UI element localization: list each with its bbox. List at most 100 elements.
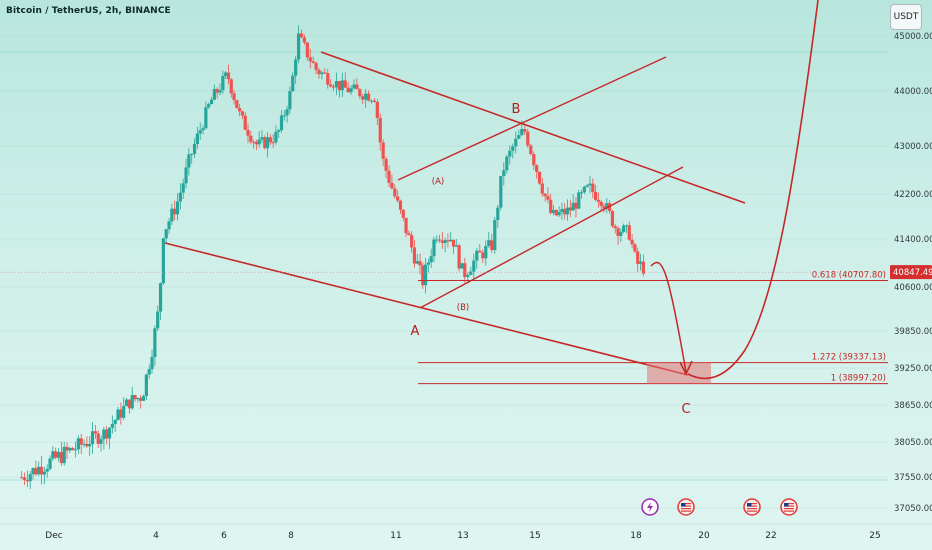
candle-body bbox=[610, 211, 615, 227]
candle-body bbox=[454, 245, 458, 247]
candle-body bbox=[594, 191, 598, 200]
flag-stripe bbox=[681, 508, 691, 510]
candle-body bbox=[346, 87, 350, 93]
drawings: 0.618 (40707.80) 1.272 (39337.13) 1 (38997… bbox=[164, 0, 888, 417]
candle-body bbox=[641, 261, 645, 274]
x-axis: Dec 4 6 8 11 13 15 18 20 22 25 bbox=[0, 523, 932, 541]
candle-body bbox=[529, 145, 533, 155]
candle-body bbox=[577, 192, 581, 209]
candle-body bbox=[334, 80, 339, 88]
candle-body bbox=[130, 395, 134, 409]
candle-body bbox=[418, 261, 422, 266]
candle-body bbox=[543, 193, 547, 197]
candle-body bbox=[540, 183, 544, 194]
candle-body bbox=[190, 153, 194, 155]
candle-body bbox=[505, 156, 509, 171]
x-tick-label: 4 bbox=[153, 531, 159, 541]
candle-body bbox=[421, 265, 425, 286]
projection-down-path bbox=[650, 261, 687, 373]
candle-body bbox=[451, 239, 456, 247]
x-tick-label: 18 bbox=[630, 531, 642, 541]
candle-body bbox=[110, 423, 114, 428]
candle-body bbox=[563, 208, 567, 215]
candle-body bbox=[574, 202, 578, 209]
candle-body bbox=[181, 183, 185, 193]
x-tick-label: 6 bbox=[221, 531, 227, 541]
wave-label: (B) bbox=[457, 303, 469, 313]
candle-body bbox=[59, 452, 63, 464]
candle-body bbox=[599, 201, 603, 206]
wave-label: (A) bbox=[432, 177, 444, 187]
candle-body bbox=[215, 89, 219, 93]
candle-body bbox=[232, 93, 236, 101]
candle-body bbox=[133, 395, 137, 400]
candle-body bbox=[381, 142, 385, 159]
candle-body bbox=[384, 158, 388, 171]
candle-body bbox=[113, 420, 117, 424]
candle-body bbox=[355, 84, 359, 90]
candle-body bbox=[127, 399, 131, 409]
flag-stripe bbox=[784, 510, 794, 512]
candle-body bbox=[279, 115, 284, 131]
candle-body bbox=[478, 250, 482, 253]
candle-body bbox=[20, 477, 24, 479]
candle-body bbox=[288, 91, 292, 110]
candle-body bbox=[323, 72, 327, 74]
candle-body bbox=[311, 61, 315, 63]
candle-body bbox=[139, 397, 143, 401]
flag-canton bbox=[784, 503, 789, 507]
candle-body bbox=[254, 141, 258, 145]
candle-body bbox=[147, 369, 151, 375]
candle-body bbox=[238, 108, 242, 112]
candle-body bbox=[116, 409, 120, 421]
candle-body bbox=[329, 84, 333, 87]
candle-body bbox=[173, 208, 177, 215]
candle-body bbox=[638, 261, 643, 264]
candle-body bbox=[457, 245, 461, 269]
candle-body bbox=[560, 208, 564, 213]
candle-body bbox=[602, 205, 606, 209]
candle-body bbox=[31, 468, 35, 475]
candle-body bbox=[175, 201, 180, 215]
candle-body bbox=[546, 196, 550, 200]
target-zone bbox=[647, 362, 711, 384]
candle-body bbox=[565, 207, 570, 215]
candle-body bbox=[352, 84, 356, 89]
x-tick-label: 11 bbox=[390, 531, 401, 541]
flag-stripe bbox=[747, 503, 757, 505]
candle-body bbox=[475, 250, 479, 261]
candle-body bbox=[508, 150, 512, 157]
candle-body bbox=[71, 448, 75, 451]
candle-body bbox=[45, 468, 49, 472]
candle-body bbox=[308, 57, 312, 62]
x-tick-label: Dec bbox=[45, 531, 62, 541]
candle-body bbox=[82, 443, 86, 445]
candle-body bbox=[613, 226, 617, 229]
x-tick-label: 22 bbox=[765, 531, 776, 541]
flag-stripe bbox=[784, 505, 794, 507]
candle-body bbox=[28, 474, 32, 482]
candle-body bbox=[246, 129, 250, 136]
currency-button[interactable]: USDT bbox=[890, 4, 922, 30]
candle-body bbox=[107, 427, 112, 439]
candle-body bbox=[499, 175, 503, 208]
candle-body bbox=[401, 209, 405, 218]
candle-body bbox=[207, 104, 211, 108]
candle-body bbox=[170, 208, 174, 222]
candle-body bbox=[105, 429, 109, 439]
projection-arrowhead bbox=[679, 360, 693, 376]
candle-body bbox=[375, 101, 379, 118]
candle-body bbox=[161, 238, 165, 284]
candle-body bbox=[579, 192, 584, 194]
candle-body bbox=[449, 239, 453, 242]
last-price-label: 40847.49 bbox=[893, 268, 932, 278]
candle-body bbox=[554, 209, 558, 216]
candle-body bbox=[54, 451, 58, 458]
wave-label: A bbox=[411, 324, 420, 339]
candle-body bbox=[263, 137, 267, 149]
candle-body bbox=[271, 142, 275, 144]
us-flag-icon bbox=[677, 498, 695, 516]
candle-body bbox=[277, 130, 281, 132]
x-tick-label: 13 bbox=[457, 531, 468, 541]
